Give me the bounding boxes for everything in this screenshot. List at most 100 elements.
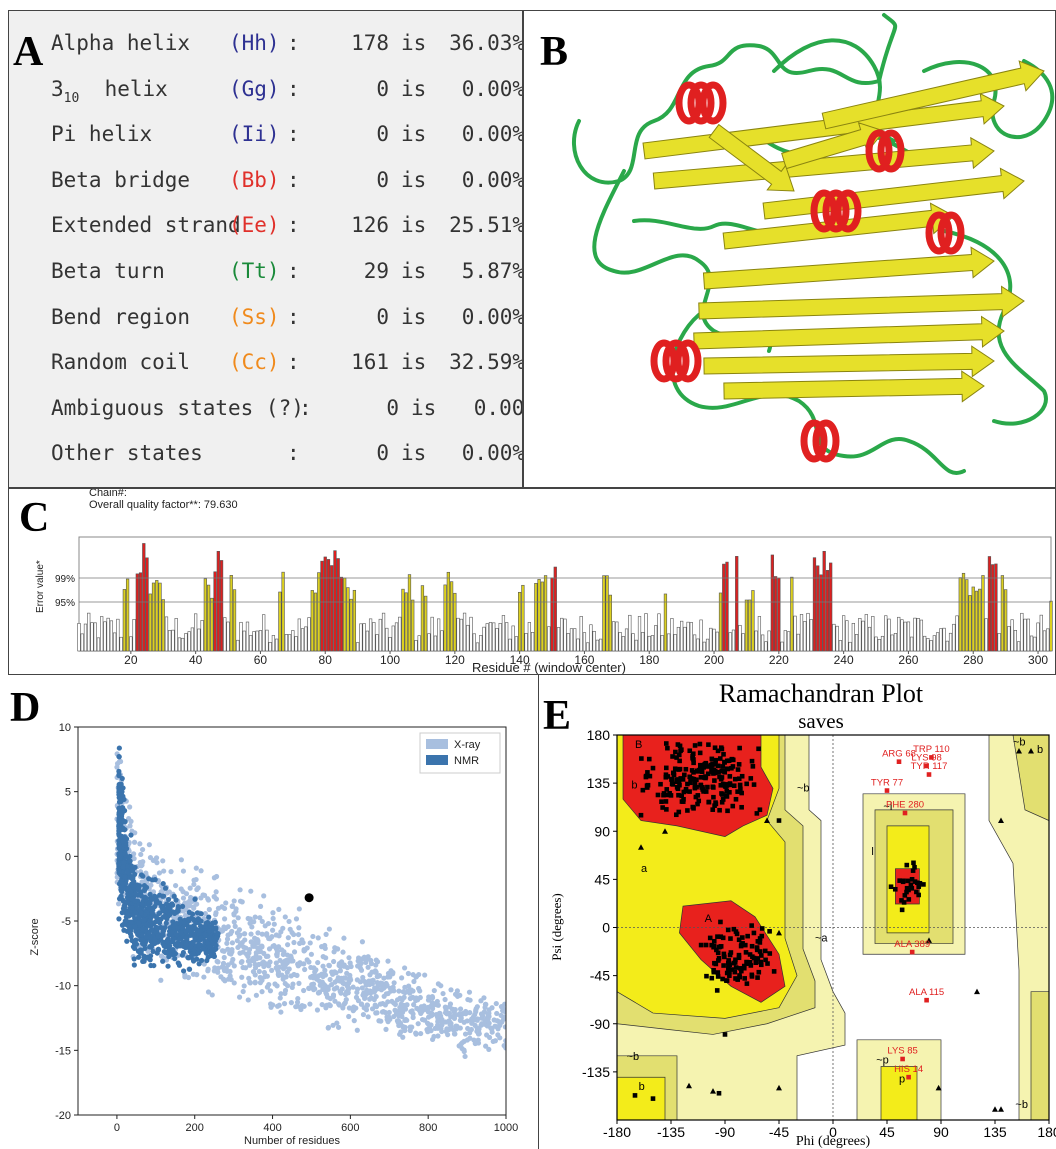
zscore-xray-point	[293, 916, 300, 922]
zscore-xray-point	[340, 1005, 346, 1011]
zscore-nmr-point	[132, 915, 138, 922]
zscore-xray-point	[139, 846, 146, 853]
zscore-xray-point	[452, 1012, 458, 1018]
zscore-xray-point	[354, 977, 360, 983]
rama-residue-point	[912, 864, 917, 870]
zscore-xray-point	[319, 1001, 325, 1008]
coil-path	[592, 169, 773, 353]
rama-outlier-point	[896, 759, 902, 764]
errat-bar	[87, 612, 91, 652]
zscore-xray-point	[289, 984, 295, 990]
zscore-xray-point	[486, 1046, 492, 1053]
errat-bar	[508, 638, 512, 652]
rama-residue-point	[679, 747, 684, 752]
rama-x-tick-label: 135	[983, 1124, 1007, 1140]
errat-bar	[634, 639, 638, 652]
zscore-xray-point	[211, 875, 217, 881]
zscore-xray-point	[274, 1003, 281, 1009]
rama-residue-point	[729, 967, 735, 972]
errat-bar	[394, 622, 399, 652]
rama-residue-point	[672, 766, 678, 772]
zscore-xray-point	[213, 889, 219, 895]
zscore-xray-point	[238, 959, 244, 966]
rama-region-label: ~b	[1015, 1099, 1028, 1111]
zscore-xray-point	[351, 1018, 357, 1024]
rama-residue-point	[905, 878, 911, 884]
rama-region-label: ~a	[815, 932, 828, 944]
zscore-xray-point	[343, 996, 349, 1003]
zscore-xray-point	[253, 992, 259, 998]
zscore-nmr-point	[181, 919, 187, 925]
rama-region-label: b	[1037, 744, 1043, 756]
zscore-xray-point	[315, 935, 321, 941]
errat-bar	[411, 599, 415, 652]
zscore-xray-point	[288, 1000, 294, 1006]
errat-bar	[981, 575, 985, 652]
zscore-xray-point	[131, 851, 137, 857]
rama-residue-point	[674, 755, 679, 760]
rama-residue-point	[767, 951, 773, 956]
rama-region-allowed	[617, 1076, 666, 1120]
beta-strand-arrow	[702, 246, 995, 290]
ss-count: 178	[351, 31, 389, 55]
zscore-xray-point	[502, 1009, 506, 1015]
zscore-xray-point	[384, 982, 390, 988]
errat-bar	[712, 628, 716, 652]
zscore-xray-point	[132, 830, 138, 836]
errat-bar	[1000, 575, 1005, 652]
zscore-xray-point	[191, 905, 197, 911]
errat-bar	[877, 639, 881, 652]
zscore-nmr-point	[143, 934, 149, 940]
rama-residue-point	[721, 752, 726, 757]
zscore-xray-point	[365, 1014, 371, 1020]
zscore-xray-point	[255, 930, 261, 936]
errat-bar	[278, 591, 282, 652]
ss-count: 0	[376, 167, 389, 192]
errat-bar	[80, 633, 84, 652]
zscore-xray-point	[465, 1025, 471, 1032]
rama-residue-point	[716, 956, 722, 961]
errat-bar	[829, 562, 833, 652]
zscore-xray-point	[254, 936, 261, 943]
rama-residue-point	[735, 767, 741, 772]
rama-outlier-point	[909, 949, 915, 955]
errat-bar	[621, 636, 625, 652]
errat-bar	[190, 627, 195, 652]
rama-residue-point	[692, 743, 698, 748]
zscore-xray-point	[425, 997, 432, 1003]
zscore-xray-point	[368, 961, 375, 967]
ss-percent: 0.00%	[461, 167, 523, 192]
rama-residue-point	[643, 774, 649, 780]
ramachandran-chart: Ramachandran Plot saves Bb Aa ~b ~a ~l l ~b b ~b…	[549, 679, 1056, 1149]
zscore-xray-point	[448, 1014, 454, 1020]
zscore-xray-point	[372, 1002, 378, 1008]
zscore-xray-point	[374, 974, 380, 980]
rama-outlier-label: TYR 117	[911, 761, 948, 772]
rama-residue-point	[655, 792, 661, 798]
zscore-nmr-point	[131, 962, 137, 968]
ss-colon: :	[287, 122, 300, 147]
zscore-xray-point	[282, 964, 288, 970]
rama-residue-point	[904, 862, 910, 868]
errat-bar	[177, 637, 182, 652]
rama-residue-point	[910, 868, 916, 873]
zscore-nmr-point	[139, 932, 145, 938]
ss-code: (Cc)	[229, 350, 280, 375]
zscore-nmr-point	[183, 928, 189, 934]
errat-bar	[1013, 630, 1017, 652]
errat-bar	[592, 630, 596, 652]
errat-bar	[511, 625, 515, 652]
errat-bar	[573, 628, 577, 652]
errat-bar	[184, 633, 188, 652]
rama-residue-point	[711, 969, 717, 975]
zscore-xray-point	[458, 1015, 464, 1021]
zscore-xray-point	[482, 1004, 488, 1011]
errat-x-tick-label: 200	[704, 653, 724, 667]
errat-bar	[527, 622, 531, 652]
errat-bar	[822, 550, 826, 652]
rama-residue-point	[757, 940, 763, 945]
rama-residue-point	[712, 960, 717, 966]
rama-residue-point	[683, 788, 689, 794]
rama-residue-point	[739, 804, 744, 810]
zscore-xray-point	[270, 910, 276, 916]
